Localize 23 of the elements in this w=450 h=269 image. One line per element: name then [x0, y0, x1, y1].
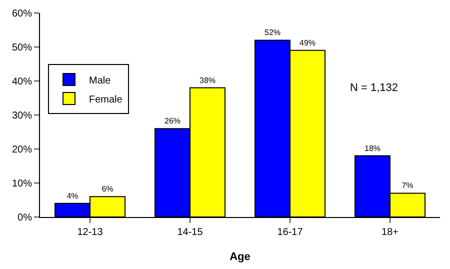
x-tick-label: 16-17 — [277, 227, 304, 238]
annotation: N = 1,132 — [350, 82, 398, 94]
data-label: 38% — [199, 76, 216, 85]
data-label: 18% — [364, 144, 381, 153]
x-tick-label: 18+ — [382, 227, 399, 238]
legend-label: Female — [89, 94, 123, 106]
data-label: 4% — [66, 191, 78, 200]
data-label: 6% — [102, 184, 114, 194]
y-tick-label: 30% — [12, 110, 32, 122]
x-tick-label: 14-15 — [177, 227, 204, 238]
y-tick-label: 50% — [12, 42, 32, 54]
legend-label: Male — [89, 75, 112, 86]
y-tick-label: 20% — [12, 144, 32, 156]
y-tick-label: 60% — [12, 8, 32, 20]
data-label: 26% — [164, 116, 181, 126]
x-tick-label: 12-13 — [77, 227, 104, 238]
x-axis-title: Age — [230, 251, 250, 264]
y-tick-label: 0% — [18, 212, 32, 224]
data-label: 52% — [264, 28, 281, 38]
y-tick-label: 10% — [12, 178, 32, 190]
y-tick-label: 40% — [12, 76, 32, 88]
data-label: 7% — [402, 181, 414, 190]
data-label: 49% — [299, 38, 316, 48]
